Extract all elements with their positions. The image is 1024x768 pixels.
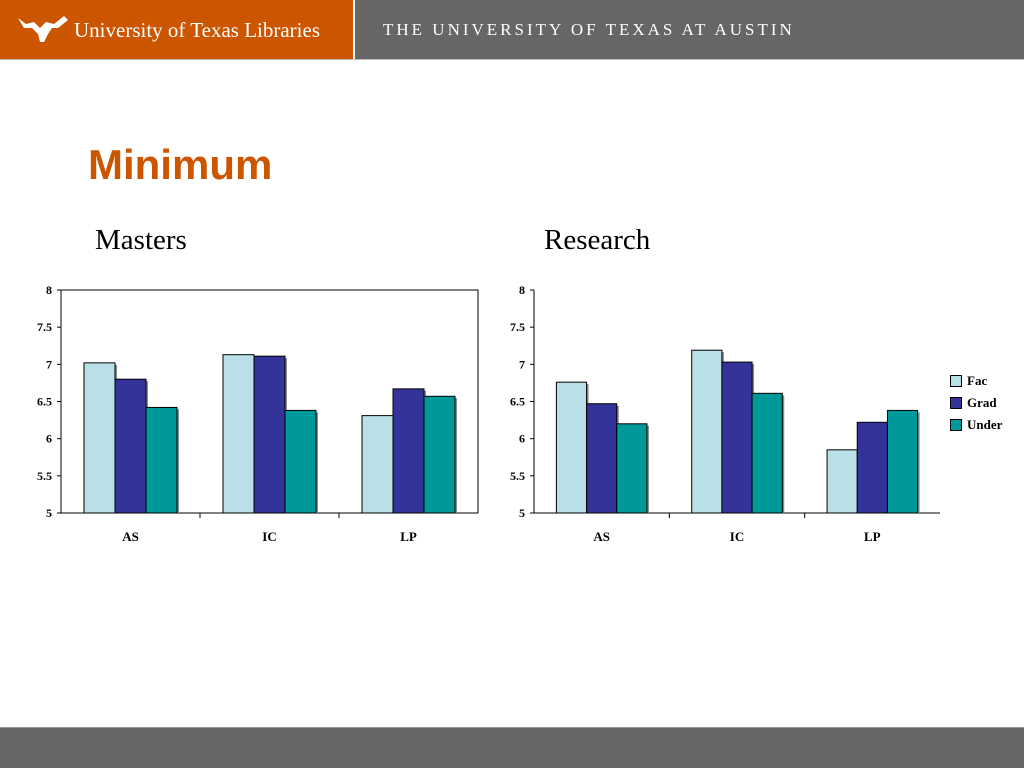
- chart-2-y-tick-label: 5: [519, 506, 525, 520]
- chart-2-x-tick-label: IC: [730, 529, 744, 544]
- header-divider: [0, 59, 1024, 60]
- chart-2-bar-fac-as: [555, 381, 588, 514]
- chart-2-bar-grad-ic: [721, 361, 753, 514]
- library-banner[interactable]: University of Texas Libraries: [0, 0, 353, 60]
- legend-swatch-under: [950, 419, 962, 431]
- chart-1-y-tick-label: 7.5: [37, 320, 52, 334]
- chart-2-y-tick-label: 7.5: [510, 320, 525, 334]
- chart-1-bar-grad-lp: [392, 388, 425, 514]
- university-name: THE UNIVERSITY OF TEXAS AT AUSTIN: [383, 20, 795, 39]
- chart-2-y-tick-label: 6.5: [510, 395, 525, 409]
- chart-1-bar-grad-as: [114, 378, 147, 514]
- chart-1-x-tick-label: LP: [400, 529, 417, 544]
- research-subtitle: Research: [544, 224, 651, 256]
- legend-label-fac: Fac: [967, 373, 988, 388]
- chart-2-x-tick-label: AS: [593, 529, 610, 544]
- chart-2-bar-fac-lp: [826, 449, 858, 514]
- legend-item-fac: Fac: [950, 370, 1002, 392]
- chart-1-y-tick-label: 7: [46, 357, 52, 371]
- chart-2-bar-under-ic: [751, 392, 783, 514]
- chart-1-bar-fac-lp: [361, 415, 394, 514]
- chart-1-y-tick-label: 6.5: [37, 395, 52, 409]
- chart-1-bar-grad-ic: [253, 355, 286, 514]
- header-bar: University of Texas Libraries THE UNIVER…: [0, 0, 1024, 60]
- legend-item-under: Under: [950, 414, 1002, 436]
- chart-1-bar-fac-as: [83, 362, 116, 514]
- chart-2-x-tick-label: LP: [864, 529, 881, 544]
- legend-item-grad: Grad: [950, 392, 1002, 414]
- chart-2-bar-under-as: [616, 423, 648, 514]
- masters-subtitle: Masters: [95, 224, 187, 256]
- chart-1-y-tick-label: 5.5: [37, 469, 52, 483]
- footer-bar: [0, 728, 1024, 768]
- chart-2-bar-grad-as: [586, 403, 618, 514]
- chart-2-bar-fac-ic: [691, 349, 723, 514]
- chart-2-y-tick-label: 6: [519, 432, 525, 446]
- chart-1-bar-under-lp: [423, 395, 456, 514]
- chart-2-y-tick-label: 7: [519, 357, 525, 371]
- university-banner[interactable]: THE UNIVERSITY OF TEXAS AT AUSTIN: [355, 0, 1024, 60]
- chart-2-y-tick-label: 8: [519, 283, 525, 297]
- chart-1-bar-fac-ic: [222, 354, 255, 514]
- legend-swatch-fac: [950, 375, 962, 387]
- chart-2-bar-grad-lp: [856, 421, 888, 514]
- slide-title: Minimum: [88, 141, 273, 188]
- chart-1-x-tick-label: AS: [122, 529, 139, 544]
- library-name: University of Texas Libraries: [74, 17, 320, 42]
- chart-1-y-tick-label: 6: [46, 432, 52, 446]
- chart-1-y-tick-label: 5: [46, 506, 52, 520]
- chart-1-x-tick-label: IC: [262, 529, 276, 544]
- chart-legend: Fac Grad Under: [950, 370, 1002, 436]
- chart-1-bar-under-as: [145, 406, 178, 514]
- legend-label-under: Under: [967, 417, 1003, 432]
- footer-divider: [0, 727, 1024, 728]
- legend-label-grad: Grad: [967, 395, 997, 410]
- legend-swatch-grad: [950, 397, 962, 409]
- chart-1-y-tick-label: 8: [46, 283, 52, 297]
- longhorn-logo-icon: [18, 16, 68, 42]
- chart-2-y-tick-label: 5.5: [510, 469, 525, 483]
- chart-1-bar-under-ic: [284, 409, 317, 514]
- chart-2-bar-under-lp: [886, 409, 919, 514]
